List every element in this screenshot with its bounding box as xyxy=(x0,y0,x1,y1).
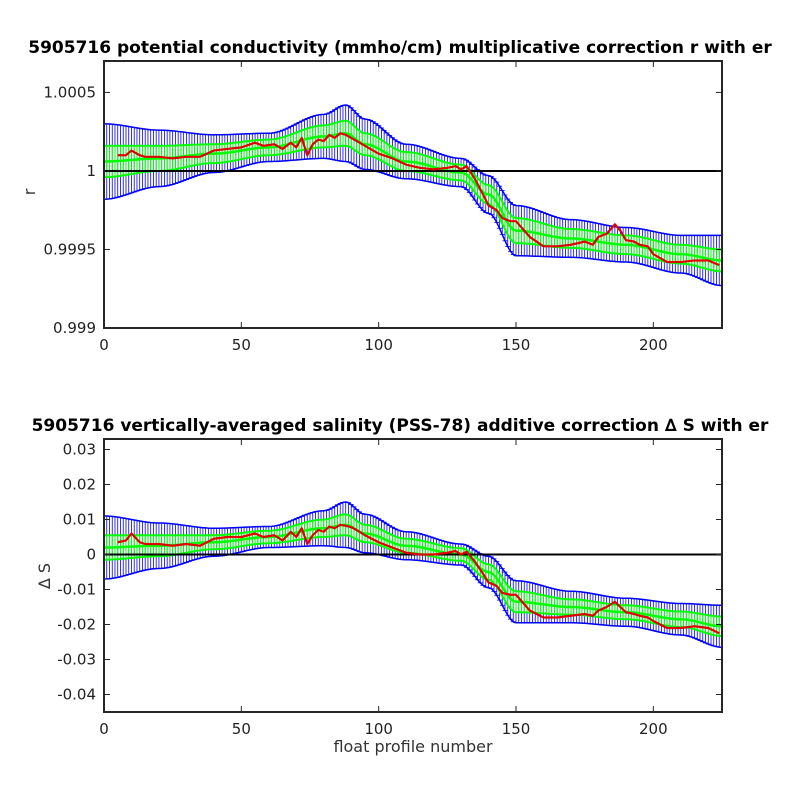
bottom-chart-x-tick-label: 50 xyxy=(232,720,251,738)
top-chart-y-tick-label: 0.9995 xyxy=(44,240,97,258)
top-chart-outer-upper-bound xyxy=(104,104,722,237)
bottom-chart-y-tick-label: 0.01 xyxy=(63,511,96,529)
top-chart-y-tick-label: 0.999 xyxy=(53,319,96,337)
bottom-chart-plot-area xyxy=(104,501,722,648)
top-chart-y-axis-label: r xyxy=(20,188,39,195)
bottom-chart-series-line xyxy=(117,523,720,635)
bottom-chart: 0 50 100 150 200 -0.04 -0.03 -0.02 -0.01 0 0.01 0.0… xyxy=(57,438,723,738)
bottom-chart-y-tick-label: -0.03 xyxy=(57,651,96,669)
bottom-chart-title: 5905716 vertically-averaged salinity (PS… xyxy=(32,416,769,436)
top-chart-y-tick-label: 1.0005 xyxy=(44,83,97,101)
bottom-chart-y-tick-label: 0.02 xyxy=(63,476,96,494)
bottom-chart-axes-box xyxy=(103,438,723,713)
bottom-chart-x-tick-label: 0 xyxy=(99,720,109,738)
top-chart-x-tick-label: 200 xyxy=(639,336,668,354)
top-chart-inner-upper-bound xyxy=(104,119,722,251)
bottom-chart-outer-lower-bound xyxy=(104,544,722,648)
bottom-chart-x-tick-label: 100 xyxy=(364,720,393,738)
top-chart-x-tick-label: 100 xyxy=(364,336,393,354)
top-chart-outer-lower-bound xyxy=(104,157,722,287)
bottom-chart-y-tick-label: 0 xyxy=(86,546,96,564)
bottom-chart-x-tick-label: 150 xyxy=(502,720,531,738)
top-chart-x-tick-label: 0 xyxy=(99,336,109,354)
top-chart-title: 5905716 potential conductivity (mmho/cm)… xyxy=(28,38,772,58)
top-chart-x-tick-label: 150 xyxy=(502,336,531,354)
top-chart-axes-box xyxy=(103,60,723,329)
bottom-chart-y-tick-label: -0.04 xyxy=(57,686,96,704)
bottom-chart-outer-upper-bound xyxy=(104,501,722,606)
bottom-chart-y-axis-label: ∆ S xyxy=(35,563,54,590)
top-chart-series-line xyxy=(117,132,720,267)
bottom-chart-x-axis-label: float profile number xyxy=(333,737,493,756)
top-chart: 0 50 100 150 200 0.999 0.9995 1 1.0005 xyxy=(44,60,723,354)
top-chart-y-tick-label: 1 xyxy=(86,162,96,180)
bottom-chart-y-tick-label: 0.03 xyxy=(63,441,96,459)
top-chart-x-tick-label: 50 xyxy=(232,336,251,354)
top-chart-plot-area xyxy=(104,104,722,287)
bottom-chart-y-tick-label: -0.02 xyxy=(57,616,96,634)
bottom-chart-y-tick-label: -0.01 xyxy=(57,581,96,599)
bottom-chart-x-tick-label: 200 xyxy=(639,720,668,738)
